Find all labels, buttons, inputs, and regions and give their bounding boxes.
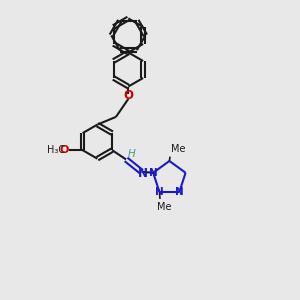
Text: N: N (149, 168, 158, 178)
Text: O: O (123, 89, 133, 102)
Text: Me: Me (171, 144, 185, 154)
Text: Me: Me (157, 202, 171, 212)
Text: H₃C: H₃C (46, 145, 65, 155)
Text: O: O (59, 145, 69, 155)
Text: N: N (175, 187, 184, 197)
Text: H: H (128, 149, 136, 160)
Text: N: N (138, 167, 148, 180)
Text: N: N (155, 187, 164, 197)
